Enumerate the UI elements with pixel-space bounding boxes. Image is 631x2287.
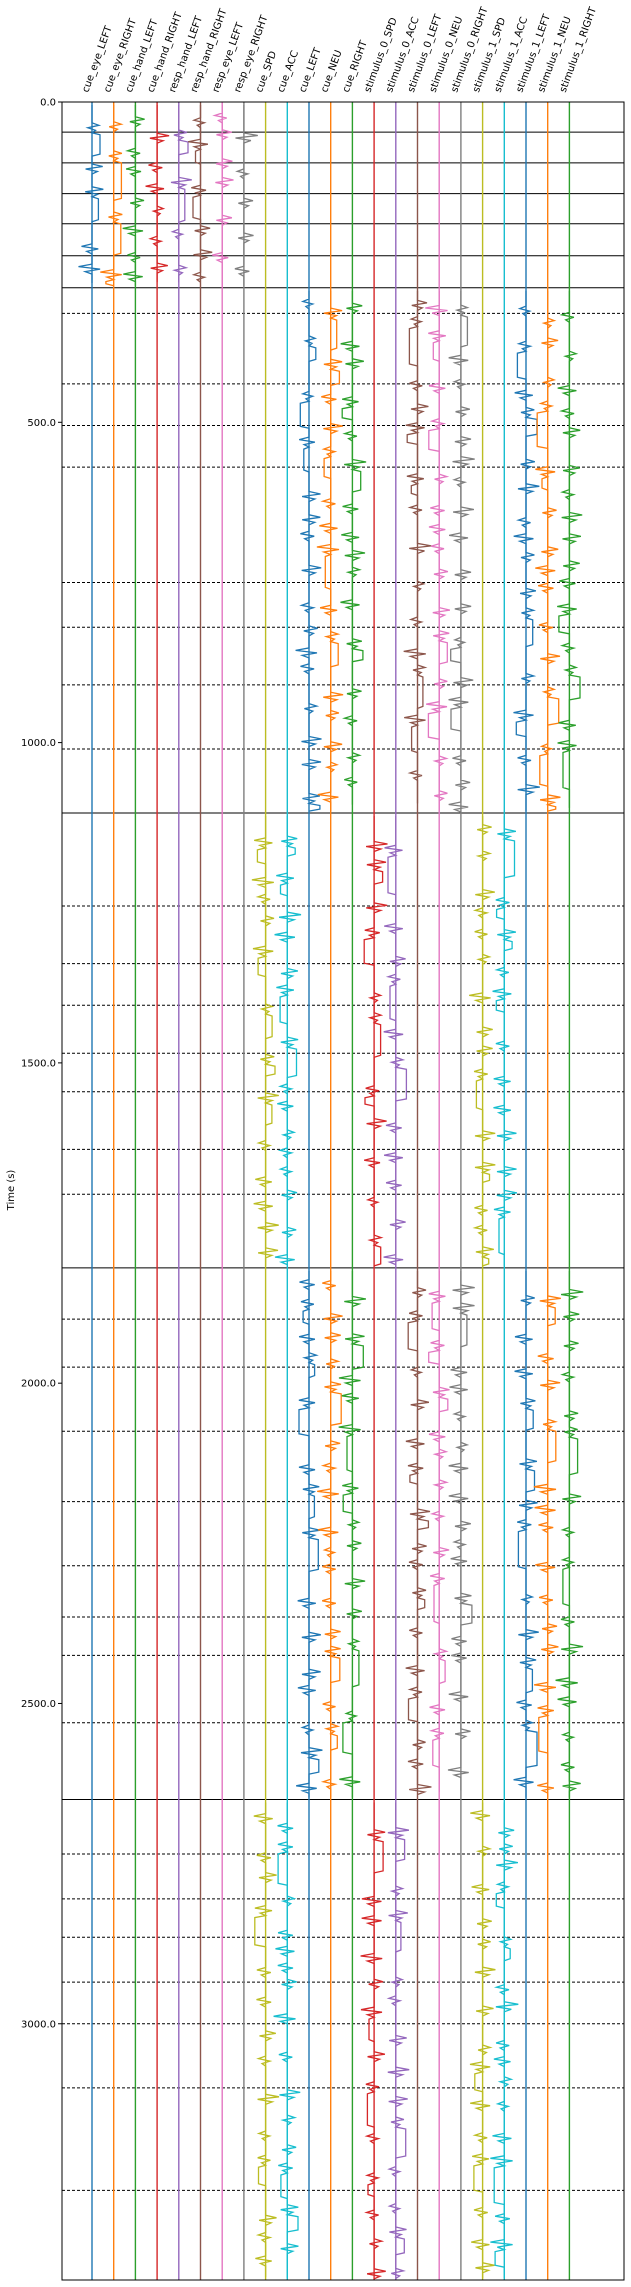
ytick-label-2500.0: 2500.0 bbox=[21, 1699, 56, 1710]
trace-stimulus_1_RIGHT-1 bbox=[555, 1270, 584, 1798]
trace-stimulus_1_ACC-0 bbox=[492, 816, 518, 1266]
label-cue_NEU: cue_NEU bbox=[319, 49, 344, 94]
trace-stimulus_0_LEFT-1 bbox=[405, 1270, 432, 1796]
trace-resp_hand_RIGHT-0 bbox=[188, 105, 213, 283]
trace-cue_ACC-0 bbox=[274, 816, 302, 1266]
run-boundary-lines bbox=[62, 131, 624, 1801]
y-axis-ticks: 0.0 500.0 1000.0 1500.0 2000.0 2500.0 3000.0 bbox=[21, 98, 62, 2030]
trace-stimulus_1_LEFT-1 bbox=[513, 1270, 539, 1798]
ytick-label-3000.0: 3000.0 bbox=[21, 2019, 56, 2030]
trace-stimulus_1_NEU-1 bbox=[533, 1270, 561, 1798]
channel-baselines bbox=[91, 102, 571, 2280]
trace-cue_hand_RIGHT-0 bbox=[145, 105, 170, 283]
trace-stimulus_1_SPD-0 bbox=[469, 816, 496, 1267]
trace-stimulus_0_SPD-1 bbox=[360, 1802, 386, 2280]
trace-cue_hand_LEFT-0 bbox=[122, 105, 145, 286]
trace-stimulus_0_NEU-1 bbox=[428, 1270, 450, 1792]
plot-frame bbox=[61, 101, 625, 2281]
trace-resp_eye_RIGHT-0 bbox=[234, 105, 258, 286]
trace-stimulus_0_LEFT-0 bbox=[403, 290, 432, 804]
label-cue_ACC: cue_ACC bbox=[276, 49, 301, 94]
trace-stimulus_0_ACC-1 bbox=[386, 1802, 410, 2279]
trace-cue_NEU-0 bbox=[316, 290, 344, 812]
trace-cue_LEFT-1 bbox=[296, 1270, 323, 1798]
trace-stimulus_1_LEFT-0 bbox=[513, 290, 540, 812]
channel-labels: cue_eye_LEFTcue_eye_RIGHTcue_hand_LEFTcu… bbox=[80, 5, 599, 94]
trace-stimulus_1_ACC-1 bbox=[490, 1802, 519, 2278]
trace-cue_eye_RIGHT-0 bbox=[100, 105, 124, 287]
trace-stimulus_0_ACC-0 bbox=[383, 816, 408, 1266]
trace-cue_SPD-0 bbox=[251, 816, 279, 1266]
ytick-label-0.0: 0.0 bbox=[40, 98, 56, 109]
ytick-label-1000.0: 1000.0 bbox=[21, 738, 56, 749]
trace-cue_RIGHT-1 bbox=[338, 1270, 367, 1798]
ytick-label-500.0: 500.0 bbox=[27, 418, 56, 429]
trace-stimulus_1_NEU-0 bbox=[535, 290, 561, 812]
trace-stimulus_0_NEU-0 bbox=[425, 290, 451, 812]
trace-resp_eye_LEFT-0 bbox=[212, 105, 234, 288]
trace-stimulus_0_SPD-0 bbox=[363, 816, 388, 1267]
label-cue_SPD: cue_SPD bbox=[254, 50, 279, 95]
block-boundary-lines bbox=[62, 312, 624, 2191]
trace-cue_eye_LEFT-0 bbox=[78, 105, 104, 283]
trace-stimulus_1_SPD-1 bbox=[469, 1802, 496, 2278]
ytick-label-2000.0: 2000.0 bbox=[21, 1379, 56, 1390]
trace-cue_ACC-1 bbox=[273, 1802, 301, 2278]
y-axis-title: Time (s) bbox=[6, 1170, 17, 1212]
trace-stimulus_1_RIGHT-0 bbox=[557, 290, 583, 808]
trace-cue_SPD-1 bbox=[253, 1802, 280, 2278]
trace-stimulus_0_RIGHT-1 bbox=[447, 1270, 475, 1791]
trace-cue_LEFT-0 bbox=[295, 290, 322, 812]
channel-traces bbox=[78, 105, 584, 2280]
trace-resp_hand_LEFT-0 bbox=[170, 105, 192, 283]
trace-cue_RIGHT-0 bbox=[340, 290, 367, 805]
ytick-label-1500.0: 1500.0 bbox=[21, 1058, 56, 1069]
trace-cue_NEU-1 bbox=[317, 1270, 343, 1798]
trace-stimulus_0_RIGHT-0 bbox=[448, 290, 475, 813]
